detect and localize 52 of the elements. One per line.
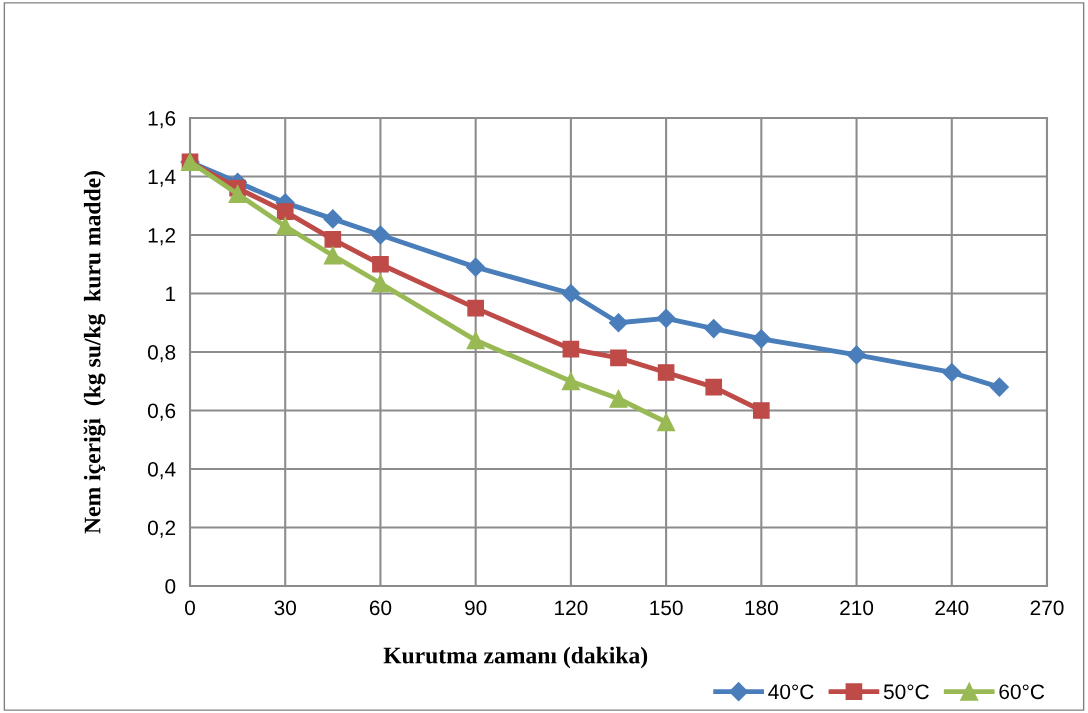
y-tick-label: 1,6 <box>148 111 176 129</box>
point <box>657 413 676 432</box>
y-tick-label: 0,8 <box>147 345 176 363</box>
x-tick-label: 270 <box>1030 600 1064 616</box>
point <box>466 257 486 277</box>
point <box>276 203 294 220</box>
point <box>751 329 771 349</box>
legend-label: 50°C <box>883 684 929 700</box>
x-tick-label: 120 <box>555 600 588 616</box>
point <box>323 209 343 229</box>
x-tick-label: 150 <box>650 600 683 616</box>
point <box>467 299 485 317</box>
x-tick-label: 0 <box>185 600 195 616</box>
point <box>466 331 485 350</box>
point <box>704 319 724 339</box>
point <box>847 345 867 365</box>
point <box>561 372 580 391</box>
point <box>657 364 675 381</box>
point <box>561 283 581 304</box>
x-tick-label: 30 <box>274 600 296 616</box>
point <box>324 231 342 248</box>
point <box>228 185 247 204</box>
point <box>705 378 723 396</box>
x-tick-label: 240 <box>935 600 969 616</box>
x-axis-title: Kurutma zamanı (dakika) <box>383 646 648 669</box>
x-tick-label: 60 <box>369 600 392 616</box>
y-axis-title: Nem içeriği (kg su/kg kuru madde) <box>83 171 106 534</box>
x-tick-label: 90 <box>465 600 487 616</box>
point <box>656 308 676 328</box>
point <box>609 389 628 408</box>
y-tick-label: 1 <box>166 286 176 302</box>
x-tick-label: 180 <box>745 600 778 616</box>
x-tick-label: 210 <box>840 600 874 616</box>
legend-label: 60°C <box>999 684 1045 700</box>
point <box>371 274 390 293</box>
y-tick-label: 0,4 <box>147 462 176 480</box>
y-tick-label: 1,2 <box>148 228 176 246</box>
point <box>610 349 627 367</box>
point <box>562 340 580 358</box>
point <box>989 377 1009 397</box>
y-tick-label: 1,4 <box>148 169 176 187</box>
y-tick-label: 0,6 <box>147 403 176 421</box>
point <box>372 255 389 273</box>
y-tick-label: 0 <box>165 579 176 594</box>
point <box>752 402 770 419</box>
point <box>323 246 342 265</box>
point <box>608 313 629 333</box>
point <box>370 225 390 245</box>
legend-label: 40°C <box>768 684 814 700</box>
point <box>942 362 962 383</box>
point <box>276 217 295 236</box>
y-tick-label: 0,2 <box>147 520 176 538</box>
